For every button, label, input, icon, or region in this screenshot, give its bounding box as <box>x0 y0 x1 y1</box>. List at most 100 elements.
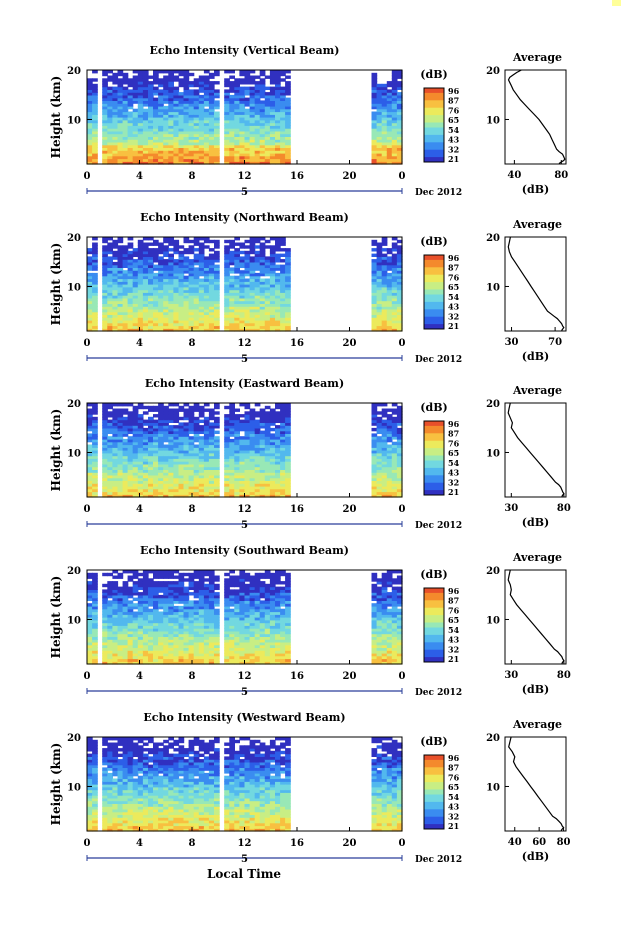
heatmap-cell <box>391 259 398 263</box>
heatmap-cell <box>285 314 291 318</box>
heatmap-cell <box>122 78 129 82</box>
heatmap-cell <box>183 322 190 327</box>
heatmap-cell <box>234 117 240 121</box>
heatmap-cell <box>102 152 108 157</box>
heatmap-cell <box>173 436 180 440</box>
heatmap-cell <box>107 317 113 321</box>
heatmap-cell <box>163 237 169 241</box>
heatmap-cell <box>275 122 281 126</box>
heatmap-cell <box>132 472 139 476</box>
heatmap-cell <box>148 100 154 104</box>
heatmap-cell <box>87 161 93 165</box>
heatmap-cell <box>168 136 174 140</box>
heatmap-cell <box>269 438 276 443</box>
heatmap-cell <box>249 117 256 121</box>
heatmap-cell <box>173 611 180 615</box>
heatmap-cell <box>87 284 93 288</box>
heatmap-cell <box>92 652 98 657</box>
heatmap-cell <box>117 72 124 77</box>
heatmap-cell <box>132 314 139 318</box>
heatmap-cell <box>178 611 185 615</box>
heatmap-cell <box>107 250 113 255</box>
heatmap-cell <box>168 652 174 657</box>
heatmap-cell <box>254 161 261 165</box>
heatmap-cell <box>87 630 93 635</box>
heatmap-cell <box>198 308 205 313</box>
heatmap-cell <box>254 83 261 88</box>
heatmap-cell <box>132 422 139 426</box>
heatmap-cell <box>396 408 403 412</box>
heatmap-cell <box>102 281 108 285</box>
heatmap-cell <box>183 658 190 662</box>
x-tick-label: 8 <box>189 504 196 515</box>
heatmap-cell <box>229 469 235 473</box>
heatmap-cell <box>264 292 271 296</box>
heatmap-cell <box>391 416 398 421</box>
heatmap-cell <box>264 289 271 293</box>
heatmap-cell <box>158 658 164 662</box>
heatmap-cell <box>163 597 169 601</box>
heatmap-cell <box>275 494 281 498</box>
heatmap-cell <box>280 325 286 329</box>
heatmap-cell <box>112 614 119 618</box>
heatmap-cell <box>229 317 235 321</box>
heatmap-cell <box>396 433 403 437</box>
heatmap-cell <box>214 114 220 118</box>
heatmap-cell <box>214 264 220 268</box>
heatmap-cell <box>87 92 93 96</box>
heatmap-cell <box>203 485 210 490</box>
heatmap-cell <box>188 322 195 327</box>
heatmap-cell <box>391 275 398 280</box>
heatmap-cell <box>153 92 159 96</box>
colorbar-segment <box>424 282 444 286</box>
heatmap-cell <box>239 78 246 82</box>
heatmap-cell <box>183 411 190 415</box>
heatmap-cell <box>132 250 139 255</box>
heatmap-cell <box>92 608 98 613</box>
heatmap-cell <box>142 450 149 454</box>
heatmap-cell <box>285 450 291 454</box>
heatmap-cell <box>163 644 169 648</box>
heatmap-cell <box>117 250 124 255</box>
heatmap-cell <box>148 319 154 324</box>
heatmap-cell <box>87 311 93 315</box>
heatmap-cell <box>137 617 144 621</box>
heatmap-cell <box>285 270 291 274</box>
heatmap-cell <box>153 433 159 437</box>
heatmap-cell <box>386 158 393 162</box>
heatmap-cell <box>371 270 378 274</box>
heatmap-cell <box>122 317 129 321</box>
heatmap-cell <box>234 461 240 465</box>
heatmap-cell <box>249 94 256 99</box>
heatmap-cell <box>203 150 210 154</box>
heatmap-cell <box>87 586 93 590</box>
heatmap-cell <box>259 256 266 260</box>
heatmap-cell <box>280 433 286 437</box>
heatmap-cell <box>391 130 398 135</box>
heatmap-cell <box>396 438 403 443</box>
heatmap-cell <box>254 450 261 454</box>
heatmap-cell <box>371 78 378 82</box>
heatmap-cell <box>168 433 174 437</box>
heatmap-cell <box>224 108 230 113</box>
heatmap-cell <box>112 152 119 157</box>
heatmap-cell <box>239 461 246 465</box>
heatmap-cell <box>193 483 200 487</box>
heatmap-cell <box>264 494 271 498</box>
heatmap-cell <box>168 619 174 624</box>
heatmap-cell <box>163 619 169 624</box>
colorbar-segment <box>424 110 444 114</box>
heatmap-cell <box>132 284 139 288</box>
heatmap-cell <box>244 100 251 104</box>
heatmap-cell <box>127 589 134 593</box>
heatmap-cell <box>259 472 266 476</box>
heatmap-cell <box>173 306 180 310</box>
heatmap-cell <box>127 414 134 418</box>
heatmap-cell <box>158 311 164 315</box>
heatmap-cell <box>168 289 174 293</box>
heatmap-cell <box>148 644 154 648</box>
heatmap-cell <box>163 75 169 79</box>
heatmap-cell <box>198 111 205 115</box>
average-profile-line <box>507 236 565 331</box>
colorbar-segment <box>424 306 444 310</box>
